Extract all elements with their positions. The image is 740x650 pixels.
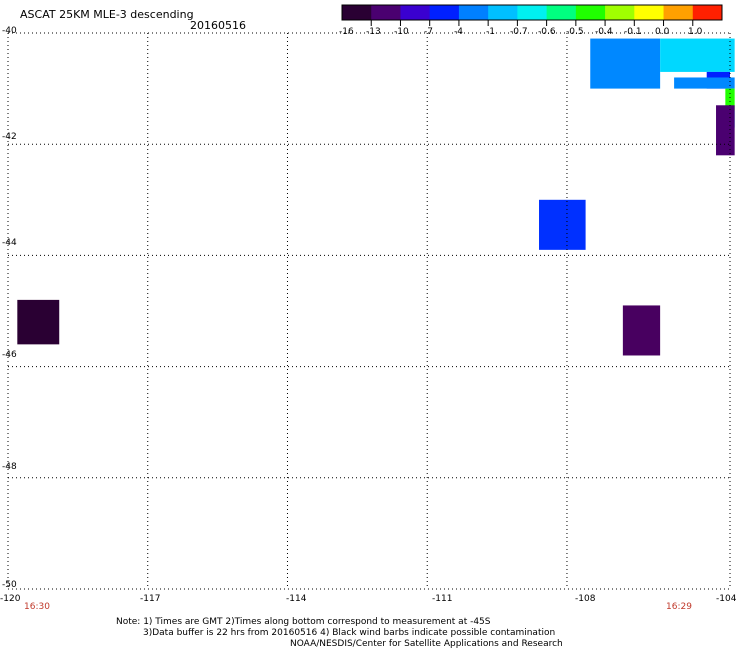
data-cells	[17, 38, 735, 356]
lat-label: -42	[2, 132, 17, 142]
colorbar-swatch	[663, 5, 694, 20]
lat-label: -50	[2, 580, 17, 590]
colorbar-swatch	[692, 5, 723, 20]
colorbar-swatch	[400, 5, 431, 20]
note-line-1: Note: 1) Times are GMT 2)Times along bot…	[116, 617, 491, 627]
colorbar-label: -10	[394, 27, 409, 37]
colorbar-swatch	[634, 5, 665, 20]
lon-label: -120	[0, 594, 21, 604]
wind-cell	[590, 38, 661, 89]
colorbar-label: -0.5	[566, 27, 584, 37]
colorbar-swatch	[458, 5, 489, 20]
wind-cell	[17, 299, 60, 345]
colorbar-label: 0.0	[655, 27, 670, 37]
colorbar-frame	[341, 4, 723, 21]
product-date: 20160516	[190, 19, 246, 32]
wind-cell	[725, 88, 735, 111]
colorbar-swatch	[488, 5, 518, 20]
wind-cell	[539, 199, 586, 250]
lon-label: -111	[432, 594, 453, 604]
lon-label: -108	[575, 594, 596, 604]
colorbar-label: -13	[366, 27, 381, 37]
time-label-left: 16:30	[24, 602, 50, 612]
colorbar-label: -0.4	[595, 27, 613, 37]
colorbar-label: -0.7	[510, 27, 528, 37]
colorbar-swatch	[517, 5, 548, 20]
lat-label: -40	[2, 26, 17, 36]
colorbar-swatch	[605, 5, 635, 20]
colorbar-label: -16	[339, 27, 354, 37]
wind-cell	[622, 305, 661, 356]
colorbar	[341, 4, 723, 26]
graticule	[7, 32, 731, 590]
colorbar-label: -7	[424, 27, 433, 37]
colorbar-swatch	[429, 5, 460, 20]
colorbar-label: -4	[454, 27, 463, 37]
colorbar-label: -0.1	[624, 27, 642, 37]
colorbar-swatch	[575, 5, 606, 20]
lon-label: -114	[286, 594, 307, 604]
colorbar-label: -0.6	[538, 27, 556, 37]
product-title: ASCAT 25KM MLE-3 descending	[20, 8, 194, 21]
colorbar-label: -1	[486, 27, 495, 37]
wind-cell	[660, 38, 735, 72]
lat-label: -44	[2, 238, 17, 248]
wind-cell	[716, 105, 735, 156]
lon-label: -104	[716, 594, 737, 604]
colorbar-swatch	[342, 5, 372, 20]
note-line-3: NOAA/NESDIS/Center for Satellite Applica…	[290, 639, 563, 649]
colorbar-swatch	[371, 5, 401, 20]
lat-label: -48	[2, 462, 17, 472]
wind-cell	[674, 77, 735, 89]
colorbar-swatch	[546, 5, 577, 20]
lon-label: -117	[140, 594, 161, 604]
lat-label: -46	[2, 350, 17, 360]
colorbar-label: 1.0	[688, 27, 703, 37]
note-line-2: 3)Data buffer is 22 hrs from 20160516 4)…	[143, 628, 556, 638]
time-label-right: 16:29	[666, 602, 692, 612]
